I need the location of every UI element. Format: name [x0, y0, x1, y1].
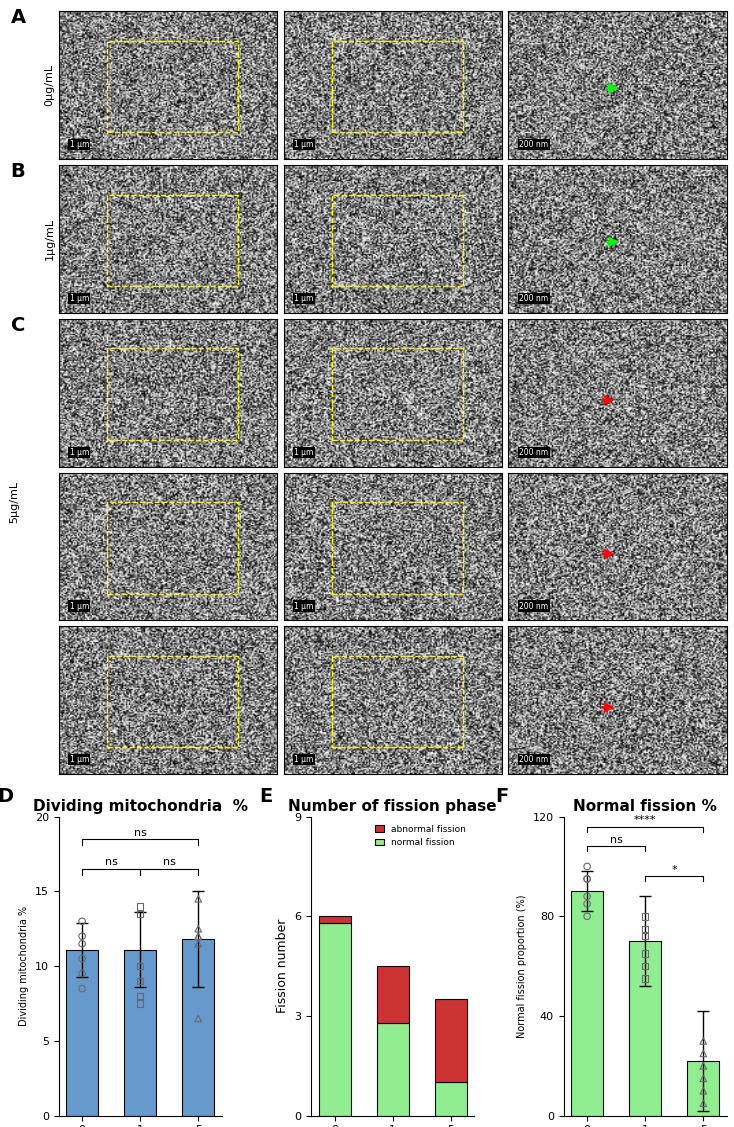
Point — [76, 950, 88, 968]
Bar — [687, 1061, 719, 1116]
Bar — [435, 1083, 467, 1116]
Bar — [435, 1000, 467, 1083]
Text: ns: ns — [163, 858, 175, 868]
Point — [697, 1094, 709, 1112]
Text: 5μg/mL: 5μg/mL — [10, 480, 20, 523]
Point — [581, 907, 593, 925]
Bar — [66, 950, 98, 1116]
Point — [76, 928, 88, 946]
Point — [639, 907, 651, 925]
Text: 1 μm: 1 μm — [70, 602, 89, 611]
Text: A: A — [11, 8, 26, 27]
Text: 1 μm: 1 μm — [294, 602, 314, 611]
Text: 1 μm: 1 μm — [70, 447, 89, 456]
Point — [581, 870, 593, 888]
Bar — [182, 939, 214, 1116]
Point — [192, 928, 204, 946]
Y-axis label: Fission number: Fission number — [276, 919, 289, 1013]
Text: ns: ns — [134, 827, 147, 837]
Point — [76, 965, 88, 983]
Point — [134, 957, 146, 975]
Point — [581, 895, 593, 913]
Point — [639, 920, 651, 938]
Point — [192, 934, 204, 952]
Y-axis label: 0μg/mL: 0μg/mL — [45, 64, 54, 106]
Title: Normal fission %: Normal fission % — [573, 799, 717, 814]
Point — [697, 1070, 709, 1088]
Point — [192, 928, 204, 946]
Point — [134, 905, 146, 923]
Text: 1 μm: 1 μm — [294, 294, 314, 303]
Point — [697, 1032, 709, 1050]
Text: 200 nm: 200 nm — [519, 755, 548, 764]
Text: ns: ns — [105, 858, 117, 868]
Point — [639, 957, 651, 975]
Bar — [629, 941, 661, 1116]
Point — [192, 1010, 204, 1028]
Point — [192, 920, 204, 938]
Text: 1 μm: 1 μm — [294, 140, 314, 149]
Text: ns: ns — [610, 835, 622, 845]
Point — [134, 994, 146, 1012]
Bar — [319, 916, 351, 923]
Point — [76, 934, 88, 952]
Y-axis label: Normal fission proportion (%): Normal fission proportion (%) — [517, 895, 527, 1038]
Point — [76, 979, 88, 997]
Point — [76, 912, 88, 930]
Text: D: D — [0, 787, 13, 806]
Legend: abnormal fission, normal fission: abnormal fission, normal fission — [371, 822, 470, 851]
Bar — [377, 966, 409, 1022]
Text: 1 μm: 1 μm — [294, 755, 314, 764]
Point — [697, 1082, 709, 1100]
Text: 200 nm: 200 nm — [519, 447, 548, 456]
Point — [581, 870, 593, 888]
Bar — [571, 891, 603, 1116]
Y-axis label: Dividing mitochondria %: Dividing mitochondria % — [19, 906, 29, 1027]
Text: 1 μm: 1 μm — [294, 447, 314, 456]
Bar — [124, 950, 156, 1116]
Point — [134, 987, 146, 1005]
Text: 1 μm: 1 μm — [70, 755, 89, 764]
Point — [581, 858, 593, 876]
Text: C: C — [11, 316, 25, 335]
Point — [697, 1045, 709, 1063]
Point — [639, 969, 651, 987]
Bar — [377, 1022, 409, 1116]
Title: Dividing mitochondria  %: Dividing mitochondria % — [33, 799, 247, 814]
Text: 200 nm: 200 nm — [519, 294, 548, 303]
Point — [134, 897, 146, 915]
Point — [581, 887, 593, 905]
Text: 200 nm: 200 nm — [519, 140, 548, 149]
Point — [697, 1057, 709, 1075]
Text: B: B — [11, 162, 26, 181]
Text: *: * — [672, 866, 677, 876]
Title: Number of fission phase: Number of fission phase — [288, 799, 497, 814]
Point — [134, 973, 146, 991]
Point — [639, 928, 651, 946]
Text: F: F — [495, 787, 509, 806]
Text: E: E — [259, 787, 272, 806]
Text: ****: **** — [634, 815, 656, 825]
Y-axis label: 1μg/mL: 1μg/mL — [45, 218, 54, 260]
Point — [639, 944, 651, 962]
Bar — [319, 923, 351, 1116]
Text: 1 μm: 1 μm — [70, 140, 89, 149]
Text: 1 μm: 1 μm — [70, 294, 89, 303]
Text: 200 nm: 200 nm — [519, 602, 548, 611]
Point — [192, 890, 204, 908]
